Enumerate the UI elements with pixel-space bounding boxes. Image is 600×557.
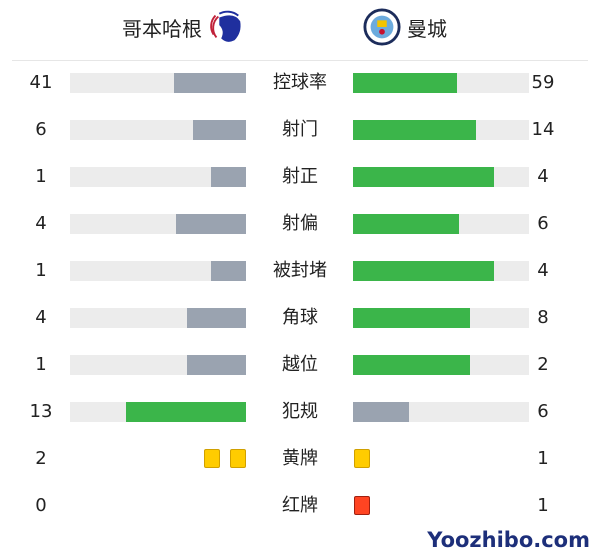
home-bar-track <box>70 261 246 281</box>
stat-row: 1 射正 4 <box>0 167 600 187</box>
away-value: 59 <box>531 72 555 93</box>
stat-label: 被封堵 <box>273 260 327 281</box>
home-value: 41 <box>29 72 53 93</box>
stat-label: 射正 <box>282 166 318 187</box>
away-bar-fill <box>353 167 494 187</box>
away-bar-fill <box>353 120 477 140</box>
home-value: 6 <box>35 119 47 140</box>
away-value: 4 <box>537 166 549 187</box>
away-value: 6 <box>537 401 549 422</box>
stat-row: 4 角球 8 <box>0 308 600 328</box>
red-card-row: 0 红牌 1 <box>0 496 600 516</box>
stat-label: 黄牌 <box>282 448 318 469</box>
stat-row: 1 越位 2 <box>0 355 600 375</box>
home-bar-track <box>70 120 246 140</box>
stat-row: 41 控球率 59 <box>0 73 600 93</box>
away-bar-track <box>353 261 529 281</box>
home-bar-fill <box>210 167 246 187</box>
home-team-name: 哥本哈根 <box>122 16 202 41</box>
home-bar-fill <box>173 73 246 93</box>
away-value: 6 <box>537 213 549 234</box>
away-bar-track <box>353 214 529 234</box>
away-value: 1 <box>537 448 549 469</box>
stat-label: 控球率 <box>273 72 327 93</box>
stat-label: 射门 <box>282 119 318 140</box>
away-bar-track <box>353 402 529 422</box>
home-value: 1 <box>35 354 47 375</box>
away-bar-fill <box>353 73 457 93</box>
home-team-logo <box>210 10 241 42</box>
stat-label: 红牌 <box>282 495 318 516</box>
home-bar-track <box>70 73 246 93</box>
stat-label: 射偏 <box>282 213 318 234</box>
watermark: Yoozhibo.com <box>427 528 590 552</box>
home-value: 13 <box>29 401 53 422</box>
home-value: 4 <box>35 213 47 234</box>
away-bar-fill <box>353 402 409 422</box>
home-bar-fill <box>175 214 246 234</box>
away-bar-track <box>353 167 529 187</box>
home-bar-track <box>70 167 246 187</box>
red-card-icon <box>354 496 370 515</box>
away-value: 8 <box>537 307 549 328</box>
stat-row: 1 被封堵 4 <box>0 261 600 281</box>
away-bar-track <box>353 308 529 328</box>
home-bar-track <box>70 214 246 234</box>
away-value: 14 <box>531 119 555 140</box>
home-bar-track <box>70 355 246 375</box>
away-bar-fill <box>353 261 494 281</box>
away-value: 1 <box>537 495 549 516</box>
away-bar-track <box>353 73 529 93</box>
away-bar-fill <box>353 355 471 375</box>
stat-row: 6 射门 14 <box>0 120 600 140</box>
away-bar-fill <box>353 214 459 234</box>
away-value: 4 <box>537 260 549 281</box>
home-bar-fill <box>210 261 246 281</box>
home-value: 1 <box>35 260 47 281</box>
home-bar-fill <box>193 120 246 140</box>
home-value: 2 <box>35 448 47 469</box>
home-team: 哥本哈根 <box>122 10 244 42</box>
home-value: 0 <box>35 495 47 516</box>
header-divider <box>12 60 588 61</box>
away-bar-track <box>353 120 529 140</box>
stat-label: 犯规 <box>282 401 318 422</box>
away-team-logo <box>363 8 401 46</box>
stat-row: 13 犯规 6 <box>0 402 600 422</box>
yellow-card-icon <box>230 449 246 468</box>
away-team: 曼城 <box>363 8 447 46</box>
yellow-card-icon <box>204 449 220 468</box>
home-bar-track <box>70 402 246 422</box>
home-bar-fill <box>125 402 246 422</box>
stat-row: 4 射偏 6 <box>0 214 600 234</box>
home-bar-fill <box>187 355 246 375</box>
home-value: 1 <box>35 166 47 187</box>
away-value: 2 <box>537 354 549 375</box>
away-team-name: 曼城 <box>407 16 447 41</box>
yellow-card-icon <box>354 449 370 468</box>
stat-label: 越位 <box>282 354 318 375</box>
home-value: 4 <box>35 307 47 328</box>
away-bar-fill <box>353 308 471 328</box>
home-bar-fill <box>187 308 246 328</box>
yellow-card-row: 2 黄牌 1 <box>0 449 600 469</box>
stat-label: 角球 <box>282 307 318 328</box>
away-bar-track <box>353 355 529 375</box>
home-bar-track <box>70 308 246 328</box>
